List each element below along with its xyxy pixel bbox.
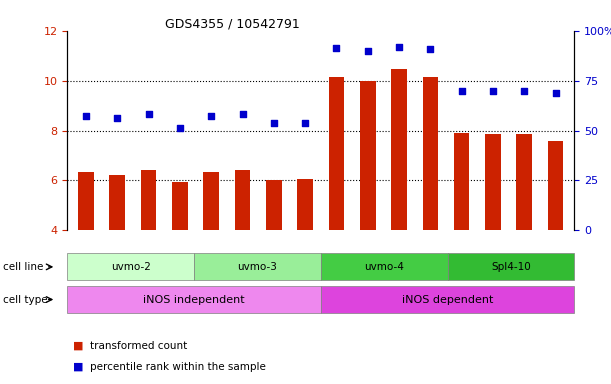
Point xyxy=(269,120,279,126)
Text: uvmo-4: uvmo-4 xyxy=(364,262,404,272)
Bar xyxy=(141,170,156,330)
Text: percentile rank within the sample: percentile rank within the sample xyxy=(90,362,266,372)
Bar xyxy=(454,133,469,330)
Bar xyxy=(547,141,563,330)
Bar xyxy=(485,134,501,330)
Bar xyxy=(329,77,344,330)
Point xyxy=(81,113,91,119)
Bar xyxy=(266,180,282,330)
Point xyxy=(425,46,435,53)
Point xyxy=(551,90,560,96)
Text: uvmo-3: uvmo-3 xyxy=(238,262,277,272)
Text: uvmo-2: uvmo-2 xyxy=(111,262,150,272)
Text: cell type: cell type xyxy=(3,295,48,305)
Text: iNOS independent: iNOS independent xyxy=(143,295,245,305)
Point xyxy=(519,88,529,94)
Point xyxy=(488,88,498,94)
Bar xyxy=(423,77,438,330)
Text: ■: ■ xyxy=(73,362,84,372)
Bar xyxy=(109,175,125,330)
Bar xyxy=(516,134,532,330)
Bar xyxy=(235,170,251,330)
Point xyxy=(175,125,185,131)
Point xyxy=(332,45,342,51)
Bar xyxy=(298,179,313,330)
Bar xyxy=(78,172,94,330)
Point xyxy=(144,111,153,118)
Point xyxy=(394,44,404,50)
Text: ■: ■ xyxy=(73,341,84,351)
Point xyxy=(300,120,310,126)
Point xyxy=(457,88,467,94)
Point xyxy=(207,113,216,119)
Text: transformed count: transformed count xyxy=(90,341,188,351)
Text: iNOS dependent: iNOS dependent xyxy=(402,295,493,305)
Bar xyxy=(203,172,219,330)
Text: Spl4-10: Spl4-10 xyxy=(491,262,531,272)
Bar xyxy=(391,70,407,330)
Text: GDS4355 / 10542791: GDS4355 / 10542791 xyxy=(165,17,299,30)
Point xyxy=(363,48,373,54)
Text: cell line: cell line xyxy=(3,262,43,272)
Point xyxy=(238,111,247,118)
Point xyxy=(112,115,122,121)
Bar xyxy=(360,81,376,330)
Bar xyxy=(172,182,188,330)
